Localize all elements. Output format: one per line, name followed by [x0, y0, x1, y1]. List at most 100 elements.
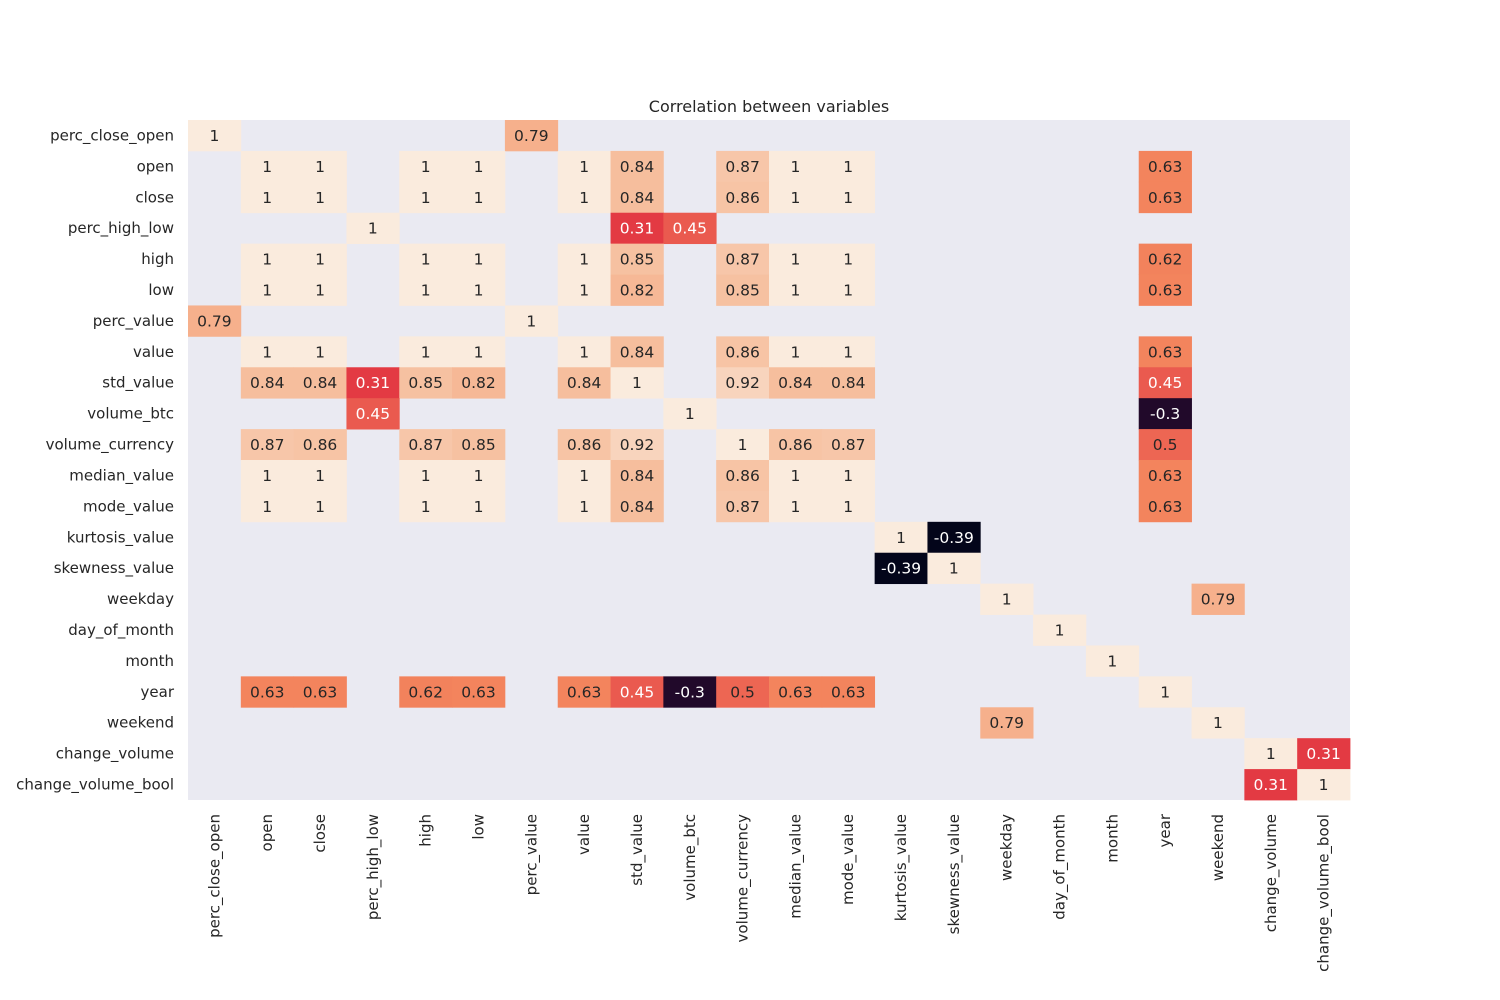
heatmap-cell: [769, 150, 823, 183]
cell-value-label: 0.63: [1148, 467, 1183, 485]
cell-value-label: 1: [262, 189, 272, 207]
x-tick-label: kurtosis_value: [892, 814, 911, 921]
x-tick-labels: perc_close_open open close perc_high_low hig…: [205, 813, 1333, 972]
heatmap-cell: [610, 460, 664, 492]
heatmap-cell: [769, 367, 823, 399]
heatmap-cell: [399, 367, 453, 399]
y-tick-label: median_value: [69, 466, 174, 485]
heatmap-cell: [769, 460, 823, 492]
cell-value-label: 1: [421, 343, 431, 361]
cell-value-label: 0.31: [356, 374, 391, 392]
cell-value-label: 1: [579, 158, 589, 176]
cell-value-label: 1: [843, 498, 853, 516]
heatmap-cell: [557, 367, 611, 399]
heatmap-cell: [399, 243, 453, 275]
cell-value-label: 1: [579, 498, 589, 516]
cell-value-label: 1: [262, 158, 272, 176]
cell-value-label: 0.87: [725, 158, 760, 176]
cell-value-label: 1: [262, 498, 272, 516]
heatmap-cell: [504, 305, 559, 337]
cell-value-label: 1: [790, 251, 800, 269]
heatmap-cell: [293, 367, 347, 399]
cell-value-label: 0.45: [1148, 374, 1183, 392]
cell-value-label: 1: [579, 189, 589, 207]
heatmap-cell: [1191, 583, 1245, 615]
x-tick-label: high: [417, 814, 435, 847]
cell-value-label: 0.84: [567, 374, 602, 392]
cell-value-label: 0.63: [831, 683, 866, 701]
heatmap-cell: [874, 552, 928, 585]
heatmap-cell: [610, 181, 664, 214]
cell-value-label: 0.84: [620, 189, 655, 207]
heatmap-cell: [399, 460, 453, 492]
x-tick-label: perc_high_low: [364, 814, 383, 920]
heatmap-cell: [874, 521, 928, 554]
cell-value-label: 0.85: [461, 436, 496, 454]
heatmap-cell: [293, 460, 347, 492]
heatmap-cell: [821, 367, 876, 399]
x-tick-label: year: [1156, 813, 1174, 847]
cell-value-label: -0.3: [675, 683, 705, 701]
y-tick-label: weekday: [107, 590, 174, 608]
heatmap-cell: [399, 676, 453, 708]
cell-value-label: 0.87: [725, 251, 760, 269]
heatmap-cell: [1297, 769, 1351, 801]
heatmap-cell: [557, 460, 611, 492]
heatmap-cell: [452, 336, 506, 368]
cell-value-label: 1: [790, 282, 800, 300]
x-tick-label: perc_close_open: [205, 814, 224, 938]
cell-value-label: 0.84: [620, 343, 655, 361]
x-tick-label: open: [258, 814, 276, 851]
heatmap-cell: [716, 429, 770, 461]
cell-value-label: 0.63: [778, 683, 813, 701]
cell-value-label: 0.63: [1148, 158, 1183, 176]
chart-title: Correlation between variables: [649, 97, 889, 116]
cell-value-label: 1: [843, 343, 853, 361]
heatmap-cell: [1138, 274, 1192, 306]
cell-value-label: 0.86: [725, 467, 760, 485]
heatmap-cell: [557, 676, 611, 708]
cell-value-label: 0.62: [1148, 251, 1183, 269]
cell-value-label: 0.79: [197, 312, 232, 330]
cell-value-label: 0.63: [461, 683, 496, 701]
cell-value-label: 0.79: [1201, 591, 1236, 609]
x-tick-label: value: [575, 814, 593, 855]
heatmap-cell: [240, 243, 295, 275]
cell-value-label: 0.79: [989, 714, 1024, 732]
heatmap-cell: [716, 460, 770, 492]
heatmap-cell: [240, 490, 295, 523]
y-tick-label: change_volume_bool: [16, 776, 174, 795]
heatmap-cell: [1138, 150, 1192, 183]
cell-value-label: 0.85: [620, 251, 655, 269]
heatmap-cell: [927, 552, 981, 585]
x-tick-label: skewness_value: [945, 814, 964, 934]
x-tick-label: weekend: [1209, 814, 1227, 881]
heatmap-cell: [769, 676, 823, 708]
heatmap-cell: [821, 181, 876, 214]
heatmap-cell: [610, 274, 664, 306]
heatmap-cell: [610, 367, 664, 399]
heatmap-cell: [1138, 243, 1192, 275]
cell-value-label: 1: [579, 282, 589, 300]
heatmap-cell: [663, 676, 717, 708]
cell-value-label: 1: [790, 158, 800, 176]
heatmap-cell: [716, 367, 770, 399]
cell-value-label: 1: [315, 498, 325, 516]
cell-value-label: 0.45: [673, 220, 708, 238]
heatmap-cell: [240, 336, 295, 368]
heatmap-cell: [663, 398, 717, 430]
heatmap-cell: [769, 181, 823, 214]
cell-value-label: 0.5: [730, 683, 755, 701]
heatmap-cell: [452, 460, 506, 492]
cell-value-label: 1: [474, 282, 484, 300]
cell-value-label: 1: [632, 374, 642, 392]
x-tick-label: std_value: [628, 814, 647, 886]
heatmap-cell: [821, 676, 876, 708]
cell-value-label: 1: [421, 467, 431, 485]
heatmap-cell: [821, 490, 876, 523]
cell-value-label: -0.3: [1150, 405, 1180, 423]
cell-value-label: 1: [421, 251, 431, 269]
cell-value-label: 0.86: [778, 436, 813, 454]
